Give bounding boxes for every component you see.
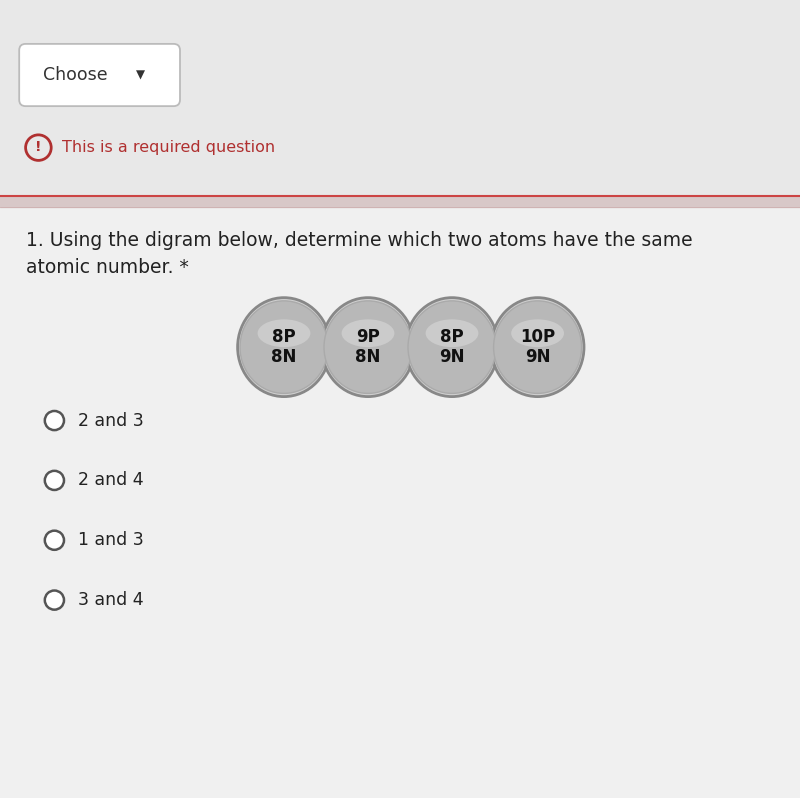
Text: !: ! [35, 140, 42, 154]
Ellipse shape [494, 301, 582, 393]
Text: ▼: ▼ [135, 69, 145, 81]
Ellipse shape [324, 301, 412, 393]
Text: 9N: 9N [439, 348, 465, 366]
Circle shape [45, 591, 64, 610]
FancyBboxPatch shape [19, 44, 180, 106]
Ellipse shape [426, 319, 478, 347]
Text: 8N: 8N [355, 348, 381, 366]
Text: 2 and 3: 2 and 3 [78, 412, 144, 429]
Ellipse shape [258, 319, 310, 347]
Circle shape [45, 411, 64, 430]
Ellipse shape [408, 301, 496, 393]
Ellipse shape [322, 298, 414, 397]
Ellipse shape [511, 319, 564, 347]
Ellipse shape [240, 301, 328, 393]
Text: This is a required question: This is a required question [62, 140, 275, 155]
Text: 8N: 8N [271, 348, 297, 366]
Text: 3 and 4: 3 and 4 [78, 591, 144, 609]
Text: 8P: 8P [440, 328, 464, 346]
Text: Choose: Choose [43, 66, 108, 84]
Text: 2 and 4: 2 and 4 [78, 472, 144, 489]
Text: 10P: 10P [520, 328, 555, 346]
Text: 1 and 3: 1 and 3 [78, 531, 144, 549]
Ellipse shape [238, 298, 330, 397]
Text: 9P: 9P [356, 328, 380, 346]
Text: 1. Using the digram below, determine which two atoms have the same: 1. Using the digram below, determine whi… [26, 231, 692, 251]
Ellipse shape [342, 319, 394, 347]
Ellipse shape [406, 298, 498, 397]
Text: 9N: 9N [525, 348, 550, 366]
Circle shape [45, 471, 64, 490]
Text: 8P: 8P [272, 328, 296, 346]
Ellipse shape [491, 298, 584, 397]
Circle shape [45, 531, 64, 550]
Text: atomic number. *: atomic number. * [26, 258, 188, 277]
FancyBboxPatch shape [0, 207, 800, 798]
